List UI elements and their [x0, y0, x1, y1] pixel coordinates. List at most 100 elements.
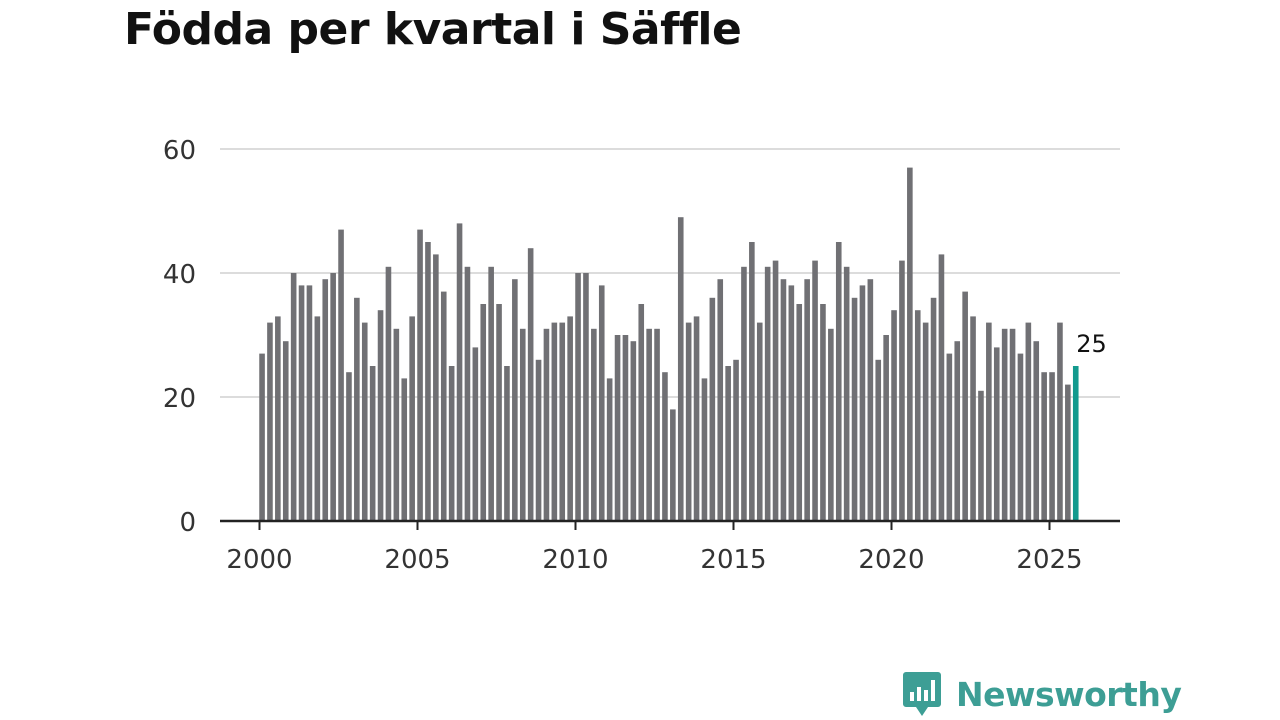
bar [796, 304, 803, 521]
y-tick-label: 60 [163, 136, 196, 166]
bar [298, 285, 305, 521]
bar [954, 341, 961, 521]
bar [914, 310, 921, 521]
bar [598, 285, 605, 521]
bar [1009, 328, 1016, 521]
bar [946, 353, 953, 521]
bar [804, 279, 810, 521]
bar [282, 341, 289, 521]
bar [1072, 366, 1079, 521]
bar [922, 322, 929, 521]
bar [851, 297, 858, 521]
bar [907, 167, 913, 521]
x-tick-label: 2000 [226, 545, 292, 575]
bar [883, 335, 889, 521]
bar [591, 328, 597, 521]
brand-name: Newsworthy [956, 674, 1182, 714]
bar [749, 242, 755, 521]
bar [559, 322, 566, 521]
x-tick-label: 2020 [858, 545, 924, 575]
y-tick-label: 20 [163, 384, 196, 414]
annotation: 25 [1076, 330, 1114, 358]
bar [606, 378, 613, 521]
bar [519, 328, 526, 521]
annotation-background [1077, 330, 1114, 358]
bar [614, 335, 621, 521]
brand: Newsworthy [902, 670, 1182, 718]
bar [1001, 328, 1008, 521]
x-tick-label: 2005 [384, 545, 450, 575]
bar [330, 273, 336, 521]
bar [543, 328, 550, 521]
bar [377, 310, 384, 521]
bar [733, 359, 739, 521]
bar [938, 254, 945, 521]
bar [480, 304, 487, 521]
bar [551, 322, 558, 521]
bar [812, 260, 818, 521]
bar [701, 378, 708, 521]
bar [567, 316, 573, 521]
bar [685, 322, 692, 521]
bar [464, 266, 471, 521]
bar [338, 229, 344, 521]
bar [1041, 372, 1047, 521]
axes [220, 519, 1120, 530]
bar [1049, 372, 1055, 521]
bar [433, 254, 439, 521]
bar [496, 304, 502, 521]
bar [314, 316, 321, 521]
bar [756, 322, 763, 521]
bar [788, 285, 795, 521]
bar [1025, 322, 1032, 521]
bar [583, 273, 589, 521]
bar [1057, 322, 1063, 521]
bar [393, 328, 400, 521]
bar [725, 366, 731, 521]
x-tick-label: 2010 [542, 545, 608, 575]
bar [456, 223, 463, 521]
bar [930, 297, 937, 521]
bar [693, 316, 700, 521]
bar [622, 335, 629, 521]
bar [654, 328, 660, 521]
bar [843, 266, 850, 521]
bar [440, 291, 447, 521]
bar [1033, 341, 1040, 521]
bar [962, 291, 968, 521]
bar [978, 390, 984, 521]
bar [346, 372, 352, 521]
bar [662, 372, 668, 521]
bar [835, 242, 842, 521]
bar [717, 279, 724, 521]
bar [986, 322, 992, 521]
tick-labels: 0 20 40 60 2000 2005 2010 2015 2020 2025 [163, 136, 1083, 575]
bar [512, 279, 518, 521]
chart-title: Födda per kvartal i Säffle [124, 4, 742, 55]
annotation-label: 25 [1076, 330, 1107, 358]
bar [488, 266, 494, 521]
bar [859, 285, 866, 521]
bar [425, 242, 431, 521]
bar [504, 366, 510, 521]
bar [361, 322, 368, 521]
bar [630, 341, 637, 521]
bar [1065, 384, 1071, 521]
bars [259, 167, 1079, 521]
bar [385, 266, 392, 521]
bar [741, 266, 747, 521]
bar [448, 366, 455, 521]
bar [677, 217, 684, 521]
bar [772, 260, 779, 521]
bar [527, 248, 534, 521]
bar [401, 378, 408, 521]
bar [646, 328, 652, 521]
bar [638, 304, 645, 521]
bar [820, 304, 826, 521]
bar [535, 359, 542, 521]
bar [764, 266, 771, 521]
bar [472, 347, 479, 521]
x-tick-label: 2025 [1016, 545, 1082, 575]
bar [970, 316, 976, 521]
